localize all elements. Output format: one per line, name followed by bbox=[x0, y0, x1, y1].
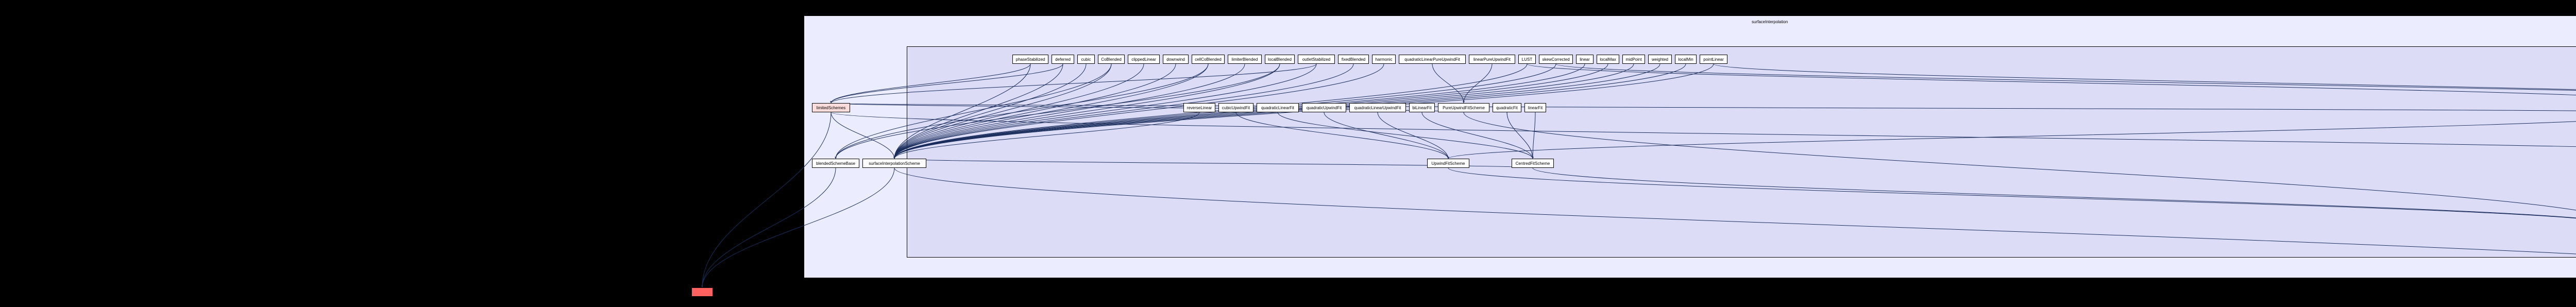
node-cellCoBlended[interactable]: cellCoBlended bbox=[1192, 55, 1225, 64]
node-linearFit[interactable]: linearFit bbox=[1524, 103, 1546, 112]
edge-cellCoBlended-surfaceInterpolationScheme bbox=[894, 64, 1208, 159]
edge-blendedSchemeBase-ext-bot-1 bbox=[702, 168, 836, 287]
node-downwind[interactable]: downwind bbox=[1163, 55, 1189, 64]
node-UpwindFitScheme[interactable]: UpwindFitScheme bbox=[1427, 159, 1469, 168]
node-deferred[interactable]: deferred bbox=[1052, 55, 1074, 64]
node-quadraticLinearPureUpwindFit[interactable]: quadraticLinearPureUpwindFit bbox=[1399, 55, 1466, 64]
node-quadraticUpwindFit[interactable]: quadraticUpwindFit bbox=[1302, 103, 1346, 112]
node-limiterBlended[interactable]: limiterBlended bbox=[1228, 55, 1262, 64]
node-skewCorrected[interactable]: skewCorrected bbox=[1539, 55, 1573, 64]
edge-quadraticLinearFit-CentredFitScheme bbox=[1278, 112, 1533, 159]
edge-deferred-limitedSchemes bbox=[831, 64, 1063, 103]
node-CentredFitScheme[interactable]: CentredFitScheme bbox=[1512, 159, 1554, 168]
node-reverseLinear[interactable]: reverseLinear bbox=[1183, 103, 1215, 112]
edge-LUST-linearUpwind bbox=[1527, 64, 2576, 103]
node-localBlended[interactable]: localBlended bbox=[1265, 55, 1295, 64]
edge-surfaceInterpolationScheme-ext-bot-2 bbox=[894, 168, 2576, 287]
edge-pointLinear-ext-top-1 bbox=[1714, 64, 2576, 103]
node-surfaceInterpolationScheme[interactable]: surfaceInterpolationScheme bbox=[862, 159, 926, 168]
node-harmonic[interactable]: harmonic bbox=[1372, 55, 1396, 64]
node-pointLinear[interactable]: pointLinear bbox=[1700, 55, 1727, 64]
node-cubic[interactable]: cubic bbox=[1077, 55, 1095, 64]
edge-limitedSchemes-ext-top-2 bbox=[831, 112, 2576, 159]
node-clippedLinear[interactable]: clippedLinear bbox=[1128, 55, 1160, 64]
edge-skewCorrected-ext-top-1 bbox=[1556, 64, 2576, 103]
edge-biLinearFit-CentredFitScheme bbox=[1422, 112, 1533, 159]
node-phaseStabilized[interactable]: phaseStabilized bbox=[1012, 55, 1048, 64]
node-cubicUpwindFit[interactable]: cubicUpwindFit bbox=[1218, 103, 1253, 112]
node-localMax[interactable]: localMax bbox=[1597, 55, 1619, 64]
node-quadraticLinearFit[interactable]: quadraticLinearFit bbox=[1257, 103, 1299, 112]
edge-surfaceInterpolationScheme-ext-bot-1 bbox=[702, 168, 894, 287]
node-fixedBlended[interactable]: fixedBlended bbox=[1338, 55, 1369, 64]
node-linearPureUpwindFit[interactable]: linearPureUpwindFit bbox=[1469, 55, 1515, 64]
node-quadraticFit[interactable]: quadraticFit bbox=[1493, 103, 1521, 112]
node-midPoint[interactable]: midPoint bbox=[1622, 55, 1645, 64]
edge-UpwindFitScheme-FitData bbox=[1448, 168, 2576, 227]
edge-UpwindFitScheme-linearUpwind bbox=[1448, 112, 2576, 159]
node-LUST[interactable]: LUST bbox=[1518, 55, 1536, 64]
node-quadraticLinearUpwindFit[interactable]: quadraticLinearUpwindFit bbox=[1349, 103, 1406, 112]
edge-deferred-surfaceInterpolationScheme bbox=[894, 64, 1063, 159]
node-weighted[interactable]: weighted bbox=[1648, 55, 1672, 64]
edge-phaseStabilized-limitedSchemes bbox=[831, 64, 1030, 103]
node-outletStabilized[interactable]: outletStabilized bbox=[1298, 55, 1335, 64]
node-ext-bot-1[interactable] bbox=[691, 287, 713, 297]
edge-cellCoBlended-blendedSchemeBase bbox=[836, 64, 1208, 159]
node-CoBlended[interactable]: CoBlended bbox=[1098, 55, 1125, 64]
node-PureUpwindFitScheme[interactable]: PureUpwindFitScheme bbox=[1438, 103, 1489, 112]
edge-limitedSchemes-ext-bot-1 bbox=[702, 112, 831, 287]
node-limitedSchemes[interactable]: limitedSchemes bbox=[812, 103, 850, 112]
node-blendedSchemeBase[interactable]: blendedSchemeBase bbox=[812, 159, 859, 168]
node-linear[interactable]: linear bbox=[1576, 55, 1594, 64]
edge-cubicUpwindFit-UpwindFitScheme bbox=[1236, 112, 1448, 159]
edge-linearFit-CentredFitScheme bbox=[1533, 112, 1535, 159]
node-biLinearFit[interactable]: biLinearFit bbox=[1409, 103, 1435, 112]
edge-CentredFitScheme-FitData bbox=[1533, 168, 2576, 227]
edge-downwind-surfaceInterpolationScheme bbox=[894, 64, 1176, 159]
node-localMin[interactable]: localMin bbox=[1675, 55, 1697, 64]
